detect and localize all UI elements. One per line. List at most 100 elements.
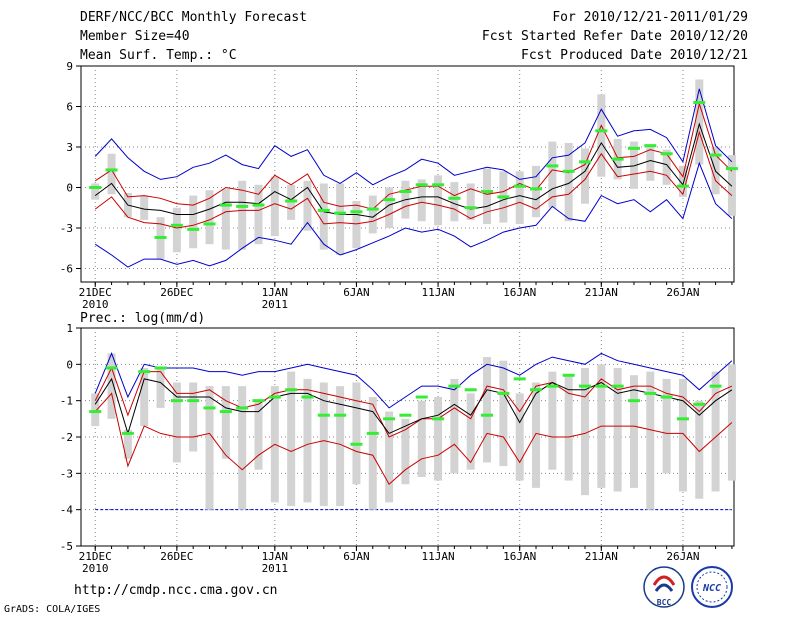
source-url[interactable]: http://cmdp.ncc.cma.gov.cn bbox=[74, 583, 278, 598]
temp-ytick-label: 0 bbox=[66, 182, 73, 195]
temp-member-box bbox=[254, 184, 263, 245]
fcst-started-label: Fcst Started Refer Date 2010/12/20 bbox=[481, 29, 748, 44]
temp-member-box bbox=[319, 183, 328, 250]
prec-observed-mark bbox=[285, 388, 298, 392]
temp-member-box bbox=[434, 175, 443, 226]
prec-observed-mark bbox=[464, 388, 477, 392]
forecast-range-label: For 2010/12/21-2011/01/29 bbox=[552, 10, 748, 25]
temp-observed-mark bbox=[252, 203, 265, 207]
prec-observed-mark bbox=[415, 395, 428, 399]
temp-observed-mark bbox=[464, 206, 477, 210]
temp-member-box bbox=[352, 201, 361, 249]
temp-xtick-label: 21DEC bbox=[79, 286, 112, 299]
temp-series-upper bbox=[94, 101, 733, 210]
temp-member-box bbox=[727, 155, 736, 216]
temp-observed-mark bbox=[383, 198, 396, 202]
temp-series-max bbox=[94, 88, 733, 186]
temp-observed-mark bbox=[89, 186, 102, 189]
prec-member-box bbox=[319, 382, 328, 507]
figure-title: DERF/NCC/BCC Monthly Forecast bbox=[80, 10, 307, 25]
temp-observed-mark bbox=[513, 184, 526, 188]
temp-xtick-label: 6JAN bbox=[343, 286, 370, 299]
prec-member-box bbox=[107, 353, 116, 419]
prec-member-box bbox=[254, 400, 263, 470]
prec-observed-mark bbox=[448, 384, 461, 388]
prec-series-max bbox=[94, 352, 733, 409]
bcc-logo-text: BCC bbox=[657, 598, 672, 607]
prec-observed-mark bbox=[432, 417, 445, 421]
temp-observed-mark bbox=[725, 167, 738, 171]
prec-xtick-year: 2010 bbox=[82, 562, 109, 575]
prec-observed-mark bbox=[481, 413, 494, 417]
temp-member-box bbox=[597, 94, 606, 177]
logos: BCC NCC bbox=[643, 566, 733, 608]
prec-xtick-label: 16JAN bbox=[503, 550, 536, 563]
prec-xtick-label: 21DEC bbox=[79, 550, 112, 563]
temp-member-box bbox=[221, 188, 230, 250]
prec-member-box bbox=[646, 371, 655, 510]
prec-xtick-year: 2011 bbox=[262, 562, 289, 575]
prec-observed-mark bbox=[170, 399, 183, 403]
temp-observed-mark bbox=[611, 157, 624, 161]
temp-member-box bbox=[629, 141, 638, 189]
temp-member-box bbox=[205, 190, 214, 245]
temp-member-box bbox=[515, 171, 524, 224]
prec-observed-mark bbox=[138, 370, 151, 374]
prec-member-box bbox=[450, 378, 459, 474]
member-size-label: Member Size=40 bbox=[80, 29, 190, 44]
prec-xtick-label: 6JAN bbox=[343, 550, 370, 563]
prec-observed-mark bbox=[317, 413, 330, 417]
prec-member-box bbox=[172, 382, 181, 463]
temp-xtick-year: 2010 bbox=[82, 298, 109, 311]
temp-observed-mark bbox=[170, 223, 183, 227]
prec-observed-mark bbox=[350, 442, 363, 446]
temp-observed-mark bbox=[285, 199, 298, 203]
prec-ytick-label: -1 bbox=[60, 395, 73, 408]
prec-ytick-label: -2 bbox=[60, 431, 73, 444]
temp-observed-mark bbox=[334, 211, 347, 215]
temp-series-lower bbox=[94, 130, 733, 229]
temp-series-min bbox=[94, 161, 733, 268]
temp-member-box bbox=[695, 79, 704, 165]
temp-member-box bbox=[450, 182, 459, 222]
temp-observed-mark bbox=[693, 100, 706, 104]
prec-ytick-label: -5 bbox=[60, 540, 73, 553]
prec-observed-mark bbox=[676, 417, 689, 421]
prec-observed-mark bbox=[660, 395, 673, 399]
prec-observed-mark bbox=[513, 377, 526, 381]
prec-member-box bbox=[483, 357, 492, 463]
prec-member-box bbox=[662, 378, 671, 474]
prec-observed-mark bbox=[530, 388, 543, 392]
prec-member-box bbox=[287, 371, 296, 507]
temp-observed-mark bbox=[709, 153, 722, 157]
prec-series-lower bbox=[94, 392, 733, 485]
temp-member-box bbox=[548, 141, 557, 208]
prec-observed-mark bbox=[399, 413, 412, 417]
temp-observed-mark bbox=[578, 160, 591, 164]
temp-observed-mark bbox=[530, 187, 543, 191]
temp-ytick-label: -6 bbox=[60, 263, 73, 276]
prec-member-box bbox=[580, 367, 589, 496]
prec-observed-mark bbox=[366, 431, 379, 435]
prec-member-box bbox=[629, 375, 638, 488]
prec-member-box bbox=[140, 367, 149, 427]
prec-member-box bbox=[385, 411, 394, 503]
prec-member-box bbox=[401, 418, 410, 485]
prec-observed-mark bbox=[203, 406, 216, 410]
fcst-produced-label: Fcst Produced Date 2010/12/21 bbox=[521, 48, 748, 63]
prec-member-box bbox=[727, 364, 736, 481]
prec-member-box bbox=[156, 367, 165, 408]
prec-member-box bbox=[695, 400, 704, 499]
prec-observed-mark bbox=[105, 366, 118, 370]
prec-member-box bbox=[368, 397, 377, 510]
temp-member-box bbox=[189, 195, 198, 249]
temp-observed-mark bbox=[154, 235, 167, 239]
prec-member-box bbox=[221, 386, 230, 459]
prec-member-box bbox=[189, 382, 198, 452]
temp-member-box bbox=[532, 165, 541, 218]
ncc-logo-text: NCC bbox=[702, 583, 721, 594]
prec-member-box bbox=[238, 386, 247, 510]
temp-member-box bbox=[580, 148, 589, 204]
temp-member-box bbox=[368, 195, 377, 234]
